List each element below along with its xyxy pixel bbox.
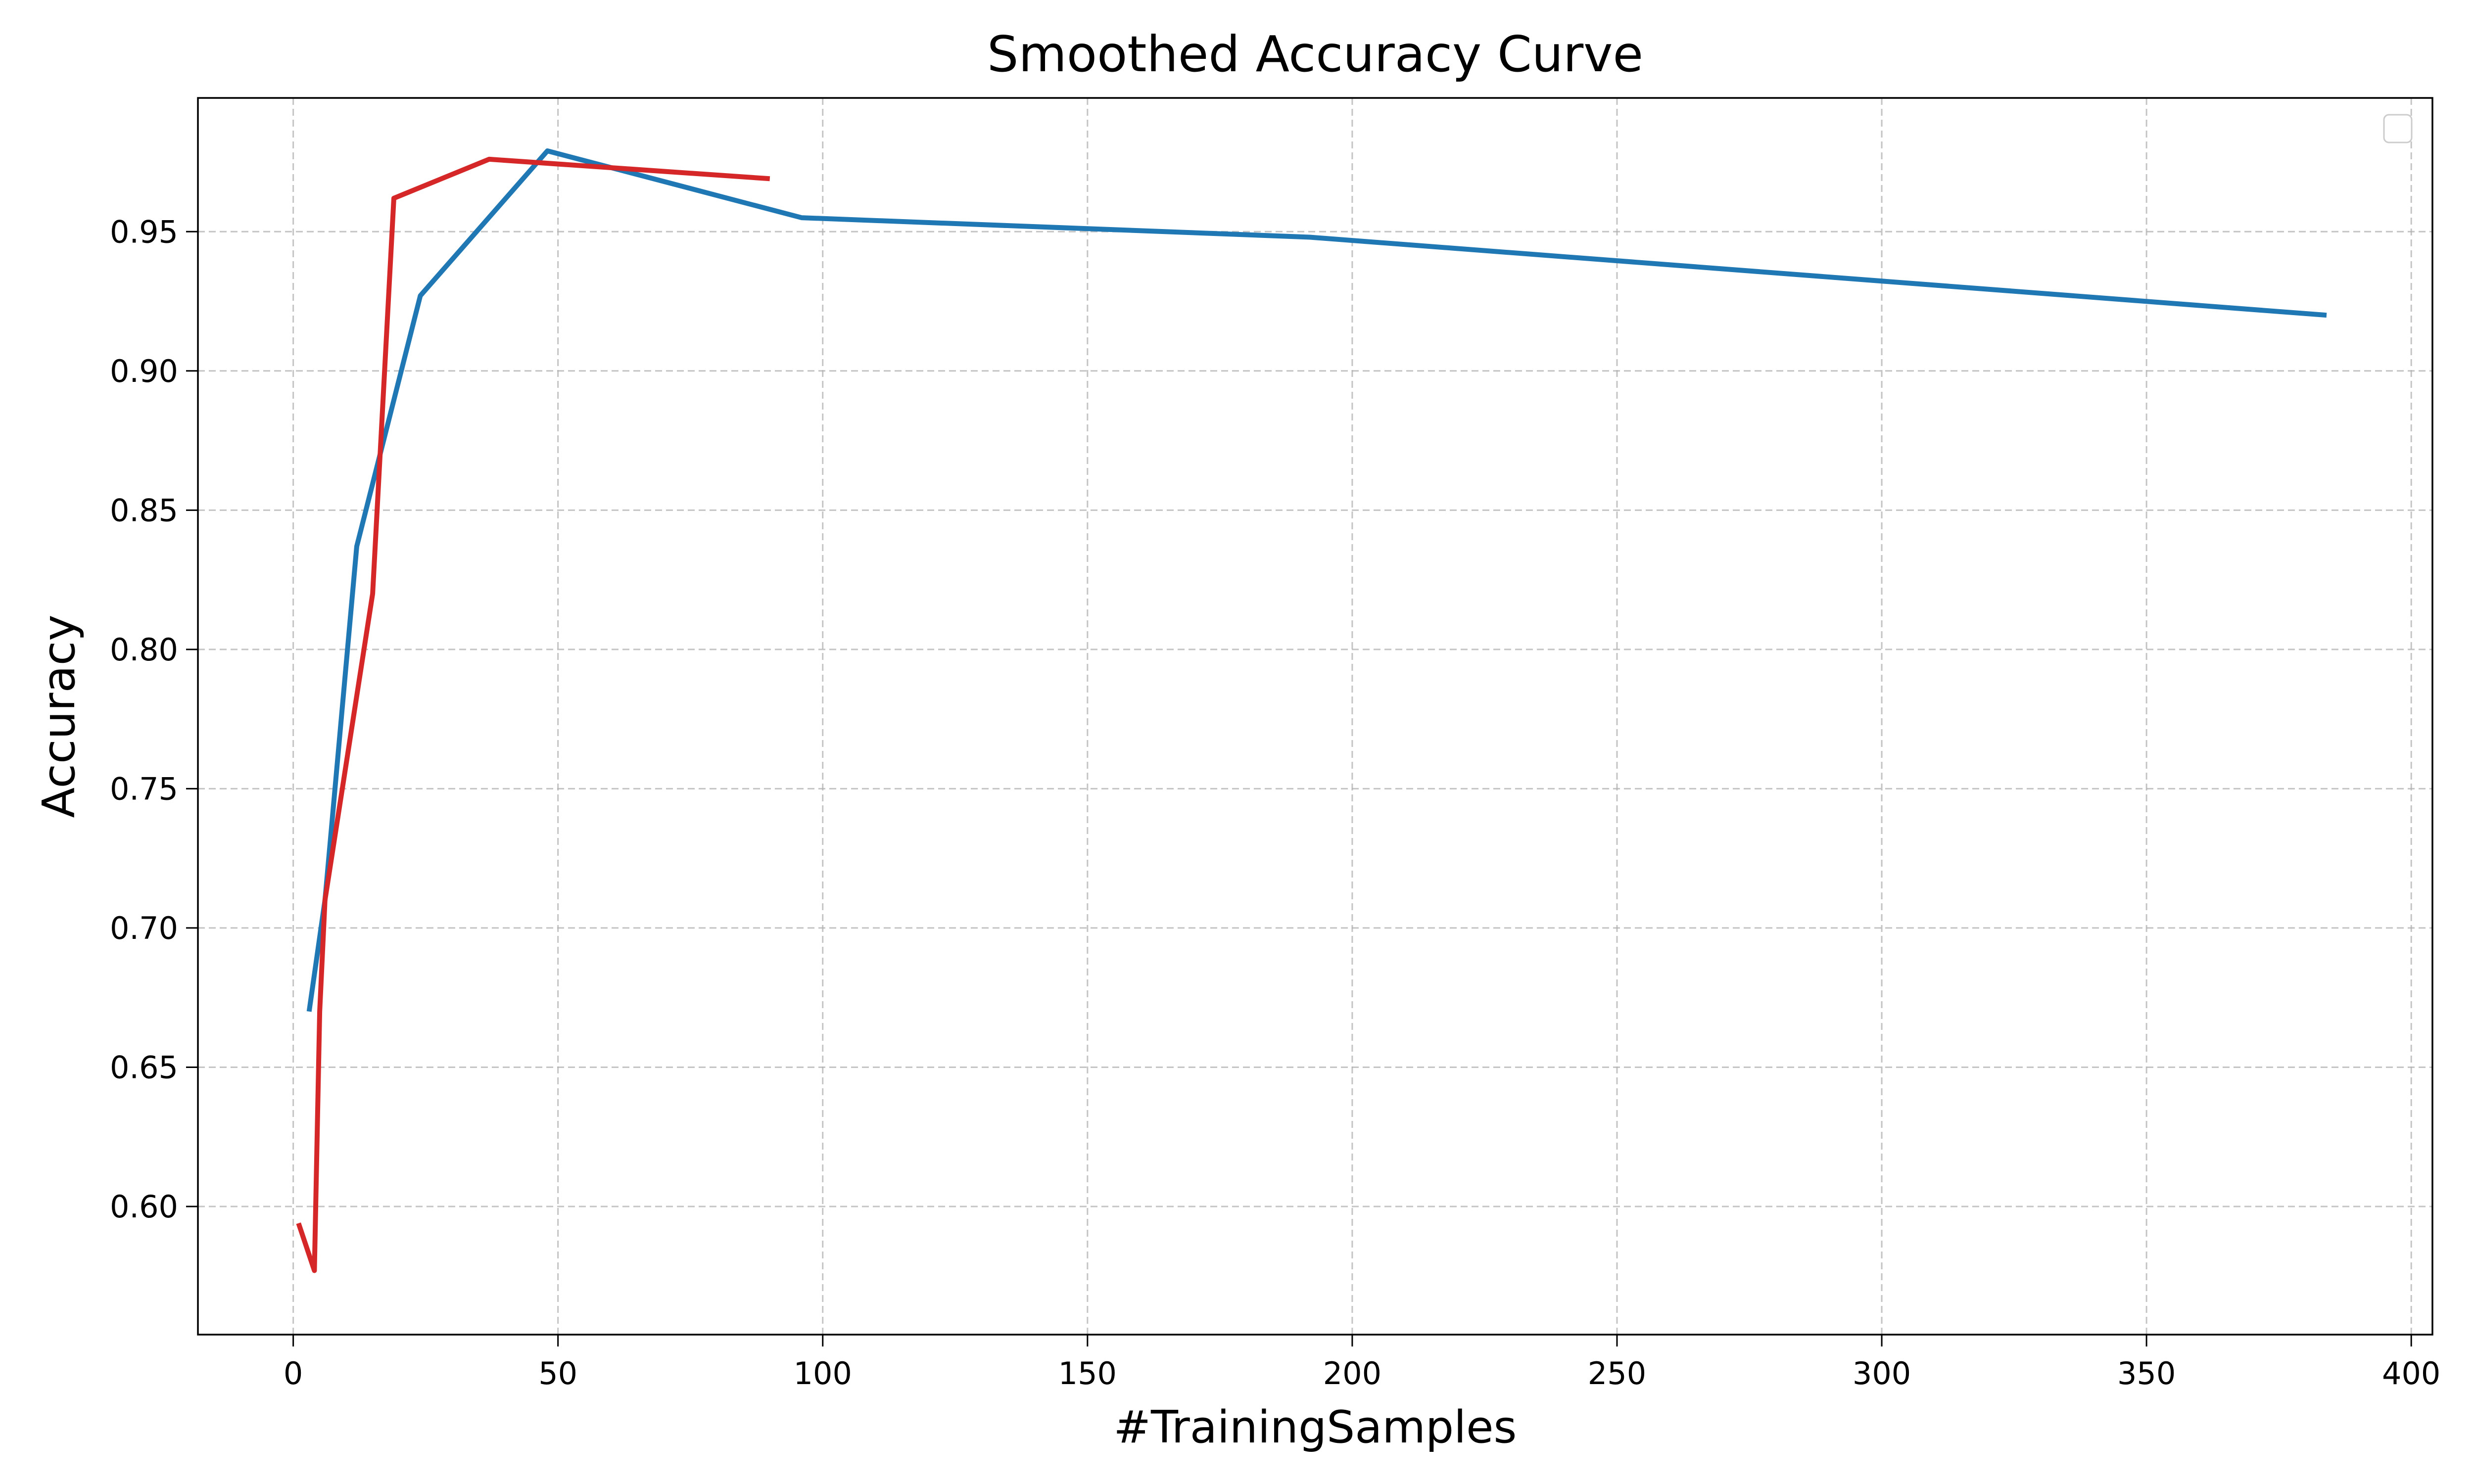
y-tick-label: 0.65 — [110, 1049, 178, 1085]
x-tick-label: 400 — [2382, 1355, 2440, 1391]
y-tick-label: 0.75 — [110, 771, 178, 807]
x-tick-label: 350 — [2117, 1355, 2176, 1391]
x-axis-label: #TrainingSamples — [1114, 1401, 1517, 1453]
grid — [198, 98, 2432, 1335]
series-line-1 — [306, 148, 2327, 1012]
plot-frame — [197, 97, 2433, 1336]
x-tick-label: 300 — [1853, 1355, 1911, 1391]
x-tick-label: 250 — [1588, 1355, 1646, 1391]
x-tick-label: 0 — [284, 1355, 303, 1391]
y-tick-label: 0.70 — [110, 910, 178, 946]
y-tick-label: 0.85 — [110, 492, 178, 528]
y-tick-label: 0.90 — [110, 353, 178, 389]
series-line-2 — [296, 156, 770, 1273]
y-tick-label: 0.60 — [110, 1189, 178, 1225]
x-tick-label: 50 — [538, 1355, 577, 1391]
x-tick-label: 100 — [794, 1355, 852, 1391]
y-tick-label: 0.95 — [110, 214, 178, 250]
x-tick-label: 150 — [1058, 1355, 1117, 1391]
series-layer — [296, 148, 2327, 1273]
legend-box — [2383, 114, 2413, 143]
ticks: 0 50 100 150 200 250 300 350 400 0.60 0.65 0.70 0.75… — [110, 214, 2440, 1391]
y-tick-label: 0.80 — [110, 632, 178, 668]
y-axis-label: Accuracy — [33, 615, 85, 818]
chart-title: Smoothed Accuracy Curve — [987, 25, 1643, 83]
x-tick-label: 200 — [1323, 1355, 1381, 1391]
